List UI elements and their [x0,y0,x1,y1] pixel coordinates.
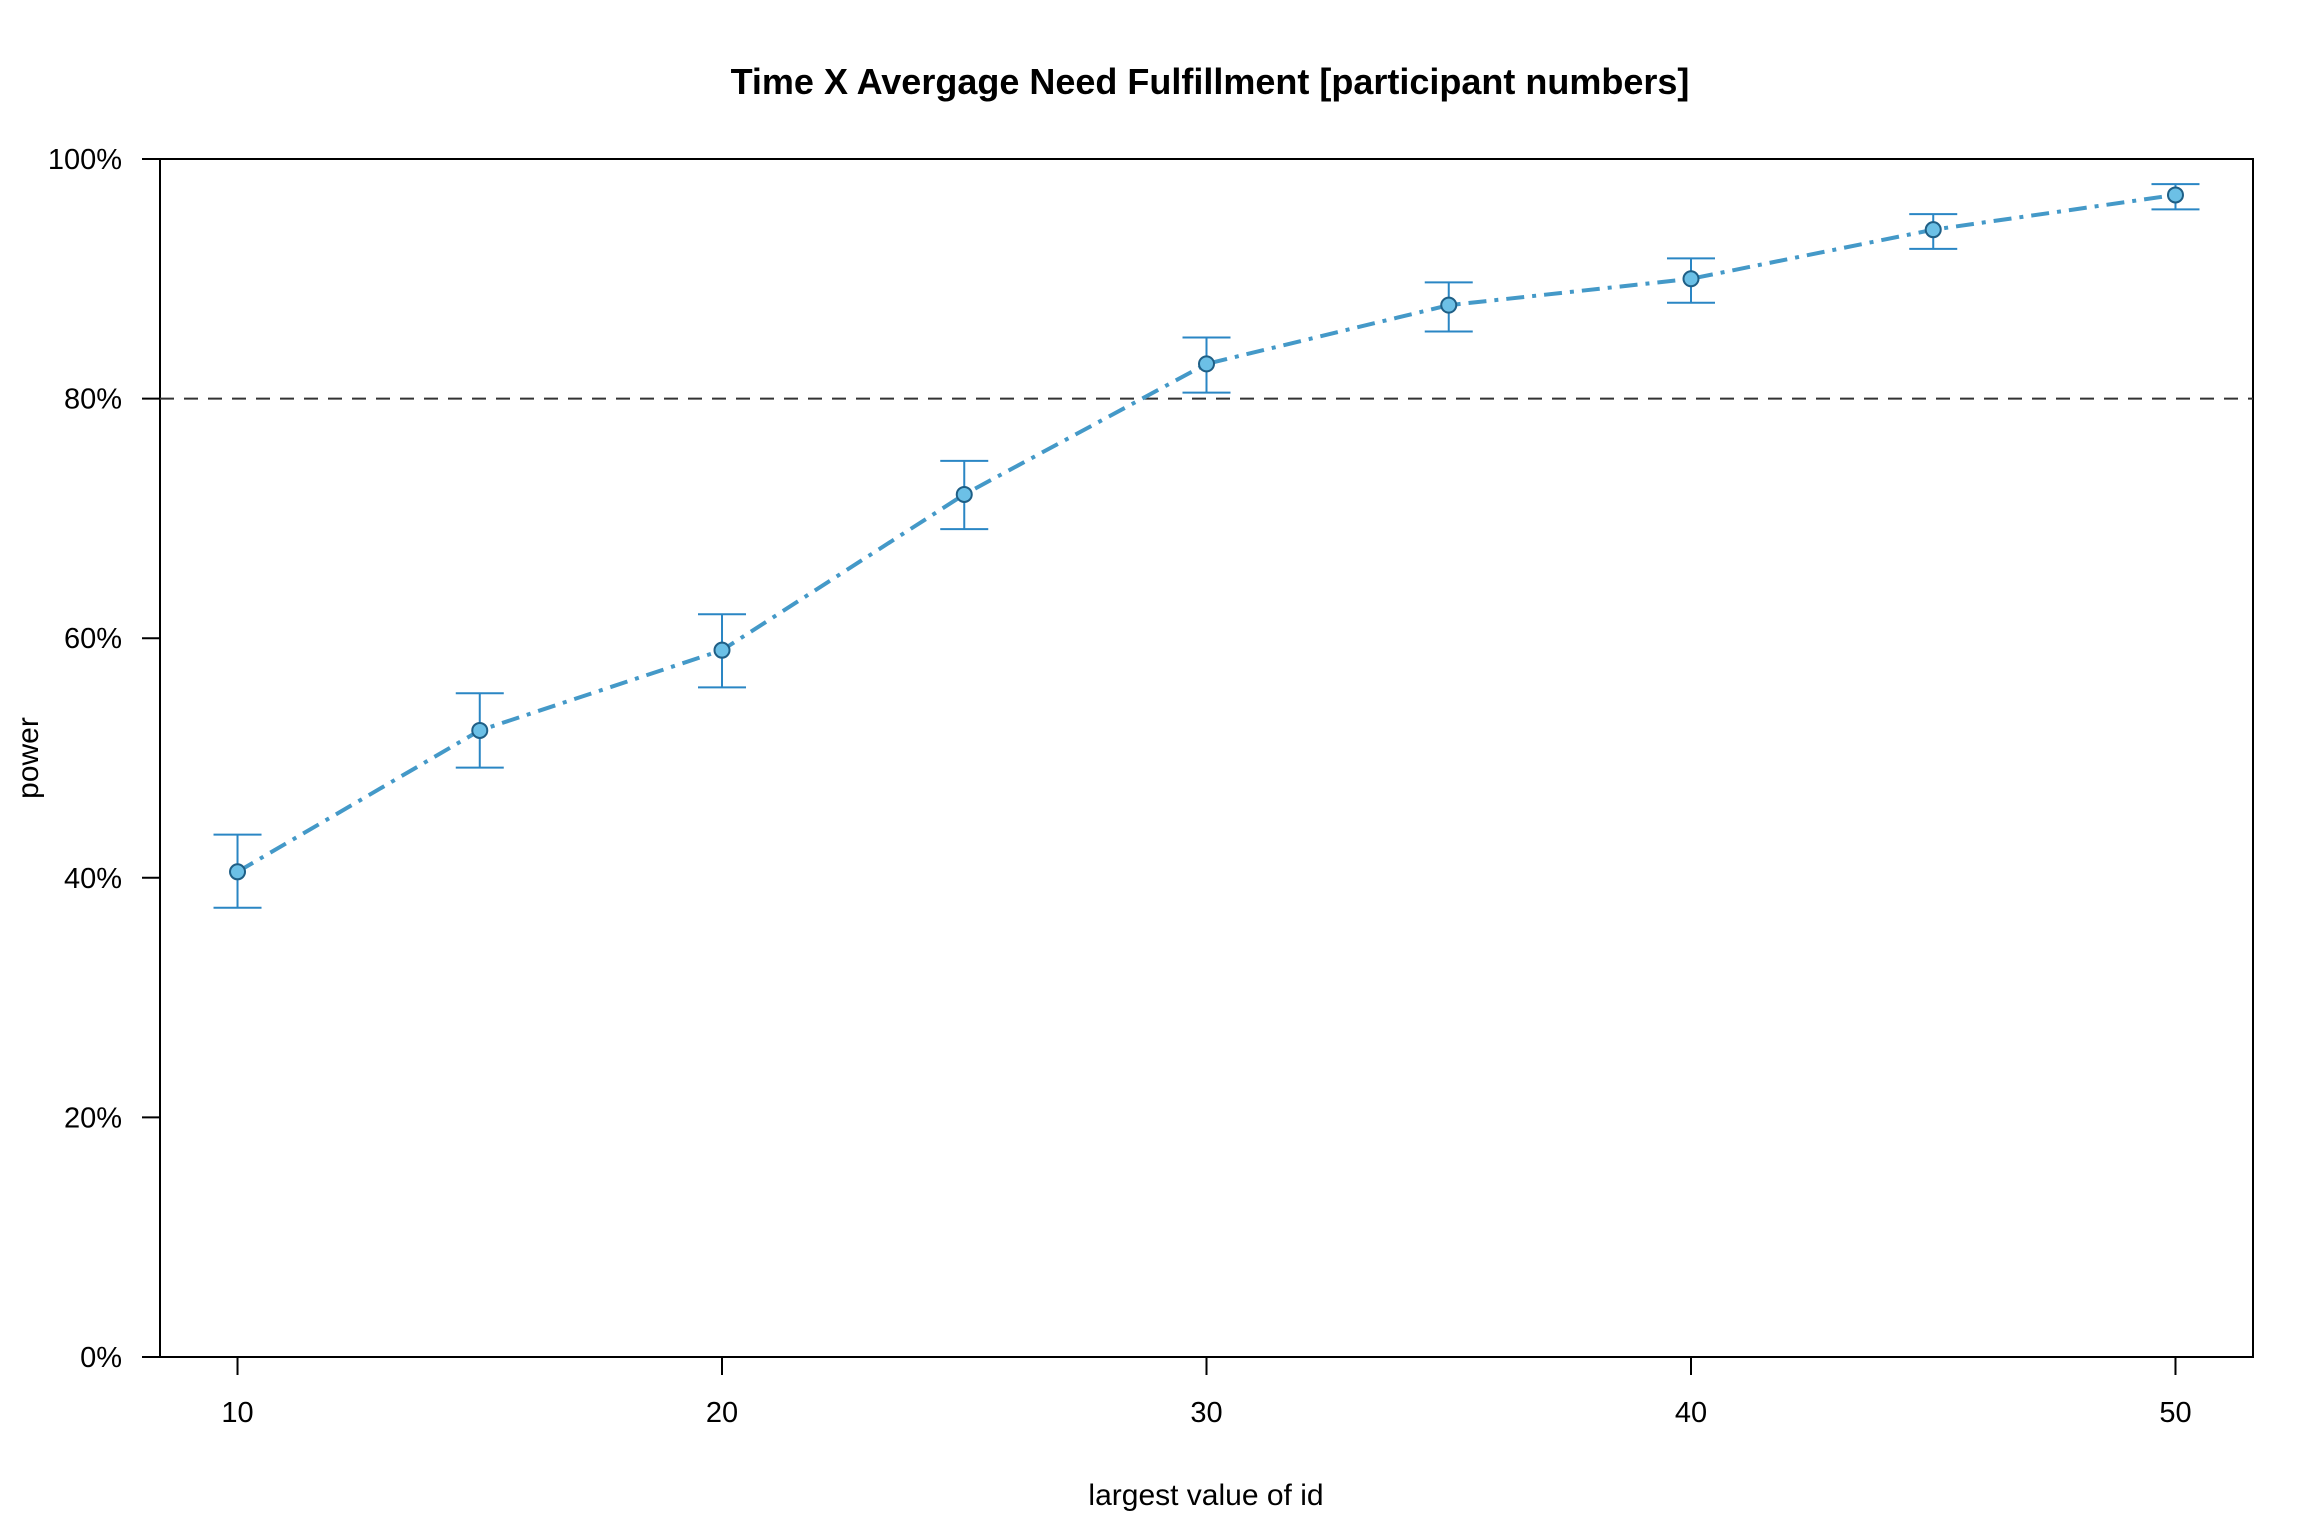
y-tick-label: 80% [64,384,122,416]
x-tick-label: 10 [221,1397,253,1429]
data-point [713,641,731,659]
x-tick-label: 20 [706,1397,738,1429]
y-axis-label: power [12,717,45,799]
x-tick-label: 40 [1675,1397,1707,1429]
x-tick-label: 50 [2159,1397,2191,1429]
chart-title: Time X Avergage Need Fulfillment [partic… [731,61,1690,102]
series-line [236,192,2176,874]
y-tick-label: 0% [80,1342,122,1374]
data-point [471,721,489,739]
x-axis-label: largest value of id [1088,1479,1323,1512]
y-tick-label: 40% [64,863,122,895]
data-point [229,863,247,881]
axes-layer: 10 20 30 40 50 0% 20% 40% 60% 80% 100% [48,144,2192,1429]
y-tick-label: 100% [48,144,122,176]
data-point [955,485,973,503]
data-point [1440,296,1458,314]
y-tick-label: 60% [64,623,122,655]
data-point [1682,270,1700,288]
series-layer [213,183,2200,909]
data-point [1198,355,1215,373]
y-tick-label: 20% [64,1102,122,1134]
data-point [1924,221,1942,239]
data-point [2166,186,2184,204]
x-tick-label: 30 [1190,1397,1222,1429]
